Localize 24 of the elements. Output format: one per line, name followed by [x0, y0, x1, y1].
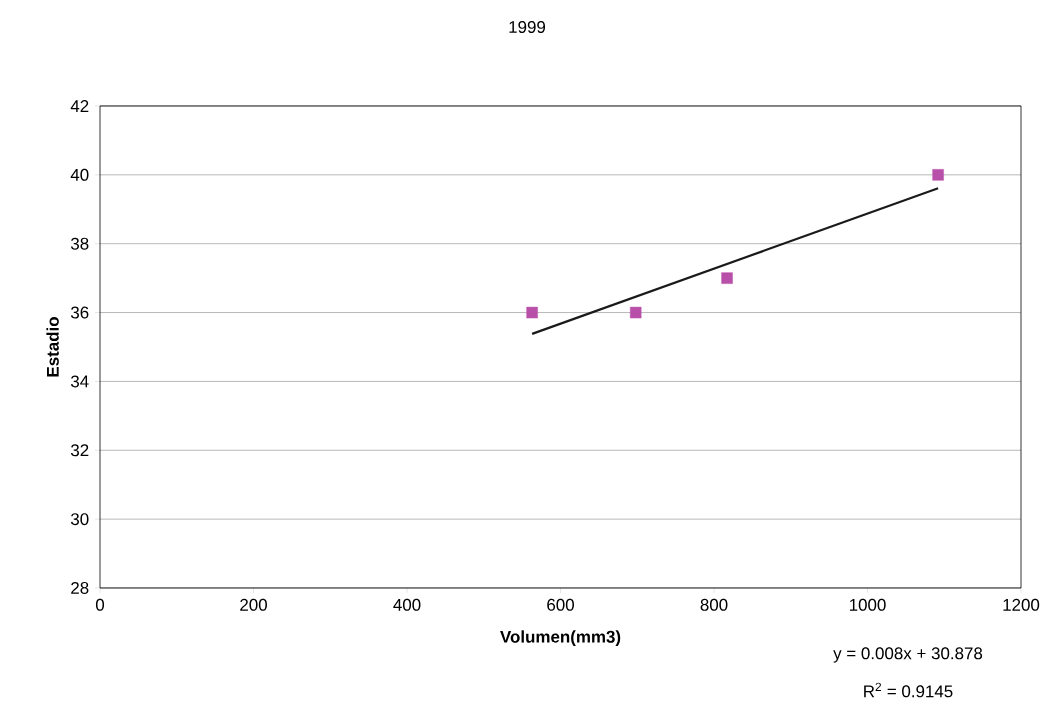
y-tick-label: 32 [70, 444, 89, 457]
y-tick-label: 42 [70, 100, 89, 112]
y-tick-label: 28 [71, 581, 89, 594]
y-tick-label: 34 [70, 375, 89, 388]
point [526, 306, 538, 319]
chart-title: 1999 [509, 20, 546, 33]
x-tick-label: 800 [700, 598, 728, 611]
text: y = 0.008x + 30.878 [833, 647, 983, 663]
y-tick-label: 40 [70, 168, 89, 181]
x-tick-label: 1000 [849, 598, 886, 611]
x-tick-label: 600 [547, 598, 574, 611]
y-tick-label: 30 [70, 513, 89, 526]
x-axis-title: Volumen(mm3) [500, 630, 621, 647]
point [630, 306, 642, 319]
y-axis-title: Estadio [46, 317, 59, 377]
x-tick-label: 400 [393, 598, 421, 611]
text: R$^{2}$ = 0.9145 [864, 682, 953, 698]
y-tick-label: 36 [70, 306, 89, 319]
point [721, 272, 733, 284]
x-tick-label: 0 [95, 598, 105, 611]
x-tick-label: 1200 [1003, 598, 1040, 611]
point [932, 169, 944, 181]
x-tick-label: 200 [240, 598, 267, 611]
y-tick-label: 38 [70, 237, 89, 250]
